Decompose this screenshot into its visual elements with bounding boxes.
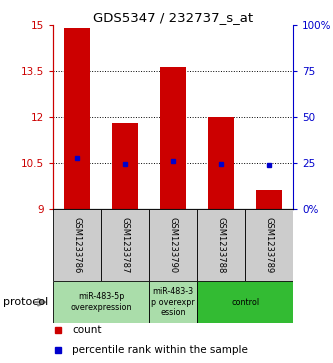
Bar <box>208 117 234 209</box>
Text: GSM1233787: GSM1233787 <box>121 217 130 273</box>
Bar <box>256 190 282 209</box>
FancyBboxPatch shape <box>197 209 245 281</box>
Text: control: control <box>231 298 259 307</box>
FancyBboxPatch shape <box>101 209 149 281</box>
Text: GSM1233786: GSM1233786 <box>73 217 82 273</box>
FancyBboxPatch shape <box>149 209 197 281</box>
Title: GDS5347 / 232737_s_at: GDS5347 / 232737_s_at <box>93 11 253 24</box>
Text: count: count <box>73 325 102 335</box>
FancyBboxPatch shape <box>245 209 293 281</box>
FancyBboxPatch shape <box>149 281 197 323</box>
FancyBboxPatch shape <box>53 281 149 323</box>
Bar <box>160 67 186 209</box>
Bar <box>64 28 91 209</box>
Text: GSM1233790: GSM1233790 <box>168 217 178 273</box>
FancyBboxPatch shape <box>53 209 101 281</box>
Text: GSM1233788: GSM1233788 <box>216 217 226 273</box>
Text: miR-483-3
p overexpr
ession: miR-483-3 p overexpr ession <box>151 287 195 317</box>
Text: protocol: protocol <box>3 297 49 307</box>
Text: GSM1233789: GSM1233789 <box>264 217 274 273</box>
Bar <box>112 123 139 209</box>
FancyBboxPatch shape <box>197 281 293 323</box>
Text: percentile rank within the sample: percentile rank within the sample <box>73 345 248 355</box>
Text: miR-483-5p
overexpression: miR-483-5p overexpression <box>71 293 132 312</box>
